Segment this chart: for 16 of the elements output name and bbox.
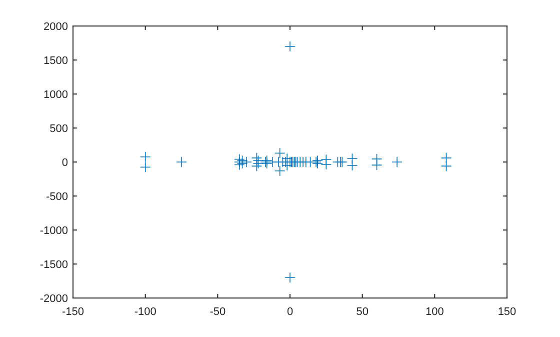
y-tick-label: 1500 [44, 55, 68, 67]
y-tick-label: 1000 [44, 89, 68, 101]
y-tick-label: 0 [62, 157, 68, 169]
x-tick-label: 50 [356, 306, 368, 318]
y-tick-label: -500 [46, 191, 68, 203]
y-tick-label: -1500 [40, 259, 68, 271]
x-tick-label: -50 [210, 306, 226, 318]
x-tick-label: 150 [498, 306, 516, 318]
x-tick-label: -150 [62, 306, 84, 318]
x-tick-label: 0 [286, 306, 294, 318]
x-tick-label: -100 [134, 306, 156, 318]
x-tick-label: 100 [425, 306, 444, 318]
y-tick-label: 500 [50, 123, 68, 135]
y-tick-label: -1000 [40, 225, 68, 237]
y-tick-label: -2000 [40, 293, 68, 305]
y-tick-label: 2000 [44, 21, 68, 33]
